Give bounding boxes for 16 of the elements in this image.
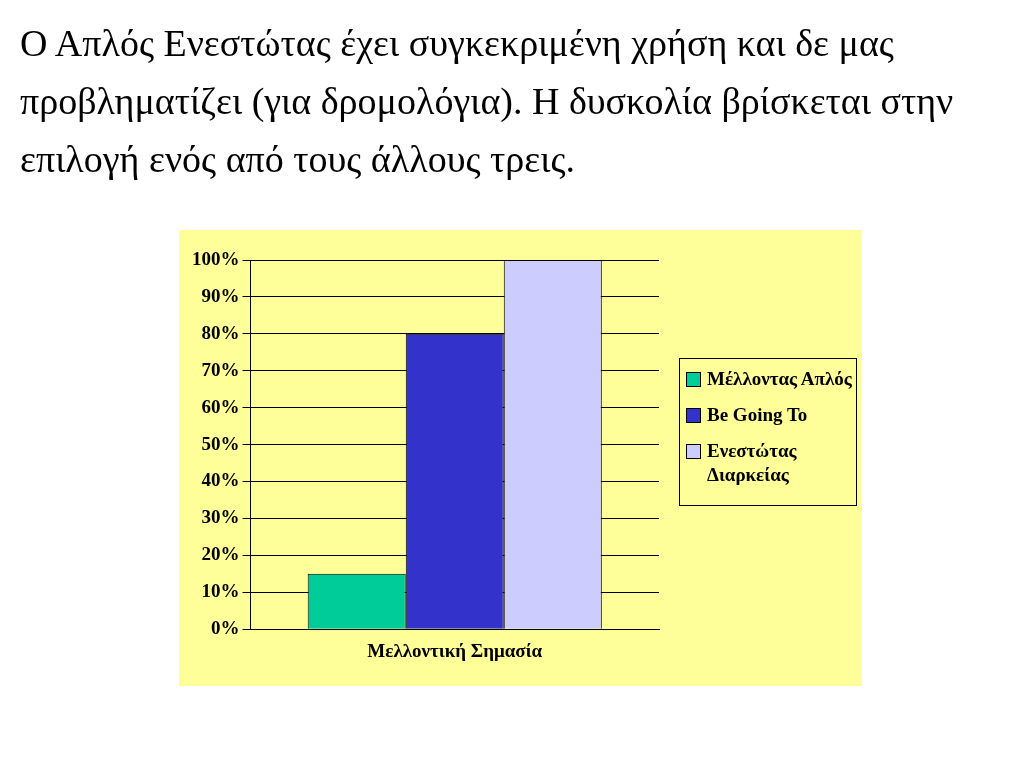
- y-tick-label: 80%: [201, 321, 240, 343]
- y-tick-label: 90%: [201, 284, 240, 306]
- y-tick-label: 10%: [201, 580, 240, 602]
- chart-title: Ο Απλός Ενεστώτας έχει συγκεκριμένη χρήση και δε μας προβληματίζει (για δρομολόγια). Η δυσκολία βρίσκεται στην επιλογή ενός από τους άλλους τρεις.: [20, 21, 955, 182]
- y-tick-label: 50%: [201, 432, 240, 454]
- y-tick-label: 100%: [192, 247, 240, 269]
- x-tick-label: Μελλοντική Σημασία: [367, 639, 543, 661]
- y-tick-label: 60%: [201, 395, 240, 417]
- y-tick-label: 40%: [201, 469, 240, 491]
- y-tick-label: 20%: [201, 543, 240, 565]
- y-tick-label: 0%: [211, 617, 240, 639]
- legend-label: Be Going To: [707, 403, 808, 427]
- y-tick-label: 30%: [201, 506, 240, 528]
- legend-label: Ενεστώτας Διαρκείας: [707, 439, 798, 487]
- legend-label: Μέλλοντας Απλός: [707, 367, 852, 391]
- y-tick-label: 70%: [201, 358, 240, 380]
